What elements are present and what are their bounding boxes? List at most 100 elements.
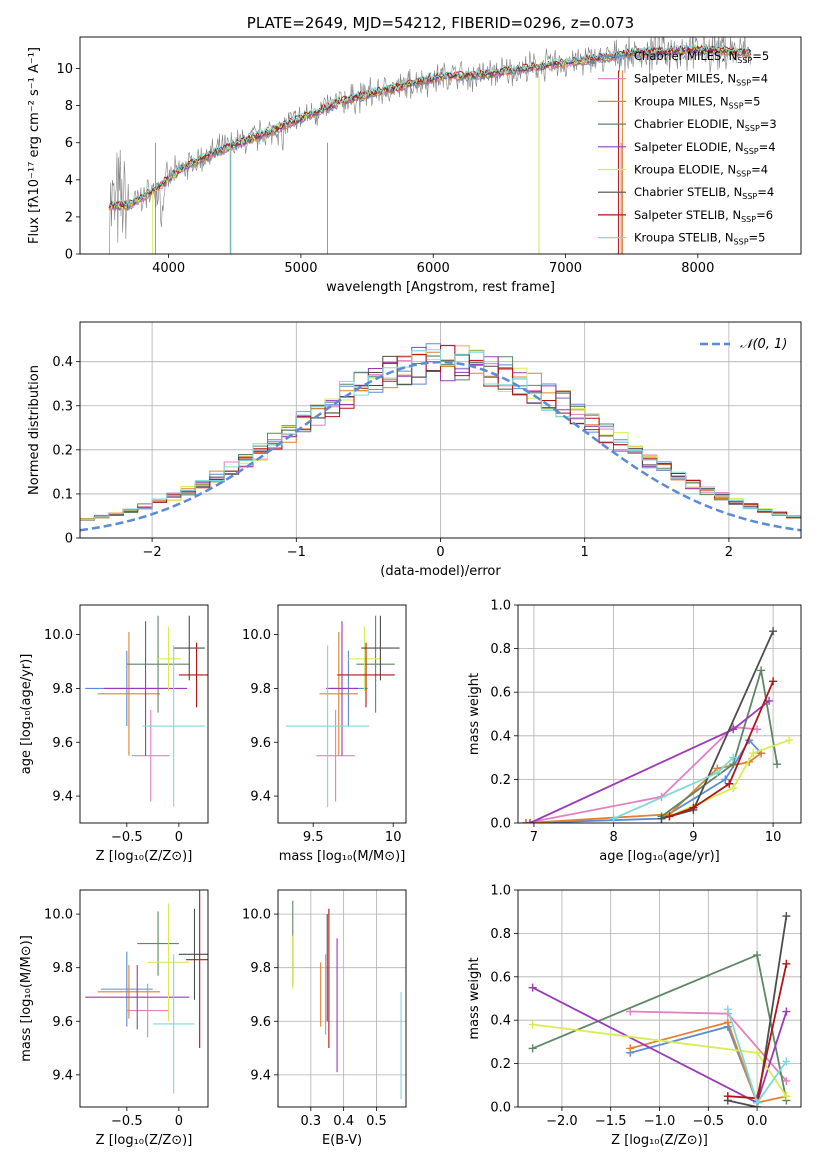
x-tick-label: −2.0 (546, 1114, 578, 1129)
plot-area (85, 890, 208, 1094)
legend-label-suffix: =4 (757, 185, 774, 199)
y-axis-label: mass weight (467, 957, 482, 1039)
x-axis-label: age [log₁₀(age/yr)] (599, 849, 720, 864)
series-point-kroupa_elodie (782, 1092, 791, 1101)
x-tick-label: 8000 (681, 261, 714, 276)
x-tick-label: −0.5 (693, 1114, 725, 1129)
y-tick-label: 9.8 (52, 682, 73, 697)
panel-age_vs_mass: 9.5 10 9.4 9.6 9.8 10.0 mass [log₁₀(M/M⊙)] (242, 604, 407, 864)
panel-age_vs_metallicity: −0.5 0 9.4 9.6 9.8 10.0 Z [log₁₀(Z/Z⊙)] age [lo… (19, 604, 209, 864)
plot-area (518, 890, 801, 1107)
legend-label-sub: SSP (737, 56, 752, 65)
y-tick-label: 0 (65, 532, 73, 547)
series-point-chabrier_elodie (528, 1044, 537, 1053)
y-tick-label: 10 (56, 62, 73, 77)
series-point-kroupa_miles (521, 819, 530, 823)
y-tick-label: 9.8 (250, 682, 271, 697)
series-point-salpeter_stelib (769, 677, 778, 686)
y-tick-label: 9.4 (250, 790, 271, 805)
series-point-kroupa_stelib (713, 768, 722, 777)
axes-frame (517, 604, 802, 824)
panel-spectrum: 4000 5000 6000 7000 8000 0 2 4 6 8 10 wavelength [A… (27, 14, 802, 295)
x-tick-label: 0.3 (300, 1114, 321, 1129)
y-tick-label: 9.4 (52, 790, 73, 805)
legend-label-text: Kroupa ELODIE, N (634, 163, 736, 177)
series-point-salpeter_stelib (782, 959, 791, 968)
axes-frame (79, 321, 802, 539)
legend-label: Salpeter STELIB, NSSP=6 (634, 208, 773, 224)
y-tick-label: 0 (65, 248, 73, 263)
x-tick-label: 9.5 (303, 830, 324, 845)
legend-label-text: Salpeter ELODIE, N (634, 140, 744, 154)
axes-frame (79, 889, 209, 1108)
y-tick-label: 10.0 (242, 908, 271, 923)
x-tick-label: 9 (689, 830, 697, 845)
legend-label: 𝒩(0, 1) (740, 337, 787, 352)
legend-label: Kroupa STELIB, NSSP=5 (634, 231, 765, 247)
series-point-kroupa_stelib (609, 814, 618, 823)
y-tick-label: 0.6 (490, 686, 511, 701)
y-axis-label: Normed distribution (27, 365, 42, 495)
x-tick-label: 7 (530, 830, 538, 845)
y-tick-label: 6 (65, 136, 73, 151)
y-tick-label: 9.8 (52, 961, 73, 976)
y-tick-label: 10.0 (44, 908, 73, 923)
y-tick-label: 4 (65, 173, 73, 188)
legend-label-text: Kroupa STELIB, N (634, 231, 734, 245)
legend-label-text: Salpeter STELIB, N (634, 208, 741, 222)
series-point-chabrier_stelib (782, 912, 791, 921)
x-tick-label: 0.0 (747, 1114, 768, 1129)
series-point-chabrier_elodie (757, 666, 766, 675)
legend-label-text: Kroupa MILES, N (634, 94, 729, 108)
legend-label: Kroupa ELODIE, NSSP=4 (634, 163, 768, 179)
series-point-salpeter_elodie (528, 983, 537, 992)
y-tick-label: 0.2 (52, 443, 73, 458)
legend-label-suffix: =5 (744, 94, 761, 108)
series-point-salpeter_stelib (725, 779, 734, 788)
x-tick-label: 10 (385, 830, 402, 845)
series-point-salpeter_miles (782, 1076, 791, 1085)
legend-label-sub: SSP (729, 101, 744, 110)
y-tick-label: 0.0 (490, 817, 511, 832)
series-point-kroupa_stelib (723, 1005, 732, 1014)
series-point-kroupa_elodie (729, 784, 738, 793)
y-axis-label: mass [log₁₀(M/M⊙)] (19, 935, 34, 1062)
plot-area (518, 605, 801, 823)
x-tick-label: −1.0 (644, 1114, 676, 1129)
series-point-kroupa_stelib (782, 1057, 791, 1066)
legend-label-suffix: =6 (756, 208, 773, 222)
legend-label-suffix: =3 (760, 117, 777, 131)
series-point-chabrier_stelib (657, 814, 666, 823)
y-tick-label: 0.8 (490, 642, 511, 657)
y-tick-label: 9.4 (250, 1068, 271, 1083)
axes-frame (517, 889, 802, 1108)
y-tick-label: 0.8 (490, 927, 511, 942)
x-axis-label: (data-model)/error (380, 564, 501, 579)
y-tick-label: 1.0 (490, 599, 511, 614)
series-point-chabrier_elodie (753, 951, 762, 960)
legend-label: Chabrier MILES, NSSP=5 (634, 49, 769, 65)
series-point-kroupa_stelib (729, 753, 738, 762)
series-line-chabrier_miles (629, 1025, 758, 1104)
y-tick-label: 0.4 (52, 355, 73, 370)
plot-area (85, 615, 208, 807)
legend-label-text: Chabrier ELODIE, N (634, 117, 745, 131)
y-tick-label: 1.0 (490, 884, 511, 899)
x-tick-label: 7000 (549, 261, 582, 276)
x-tick-label: 1 (581, 545, 589, 560)
y-axis-label: age [log₁₀(age/yr)] (19, 654, 34, 775)
axes-frame (277, 889, 407, 1108)
series-point-salpeter_elodie (782, 1007, 791, 1016)
legend-label: Chabrier ELODIE, NSSP=3 (634, 117, 777, 133)
series-point-salpeter_elodie (765, 696, 774, 705)
axes-frame (79, 36, 802, 255)
legend-label-suffix: =5 (749, 231, 766, 245)
y-tick-label: 0.6 (490, 970, 511, 985)
plot-area (278, 890, 406, 1107)
plot-area (108, 37, 752, 254)
y-tick-label: 9.6 (250, 1015, 271, 1030)
x-tick-label: 10 (765, 830, 782, 845)
legend-label: Salpeter ELODIE, NSSP=4 (634, 140, 776, 156)
series-line-kroupa_miles (629, 1021, 787, 1104)
model-spectrum-kroupa_stelib (108, 43, 752, 208)
